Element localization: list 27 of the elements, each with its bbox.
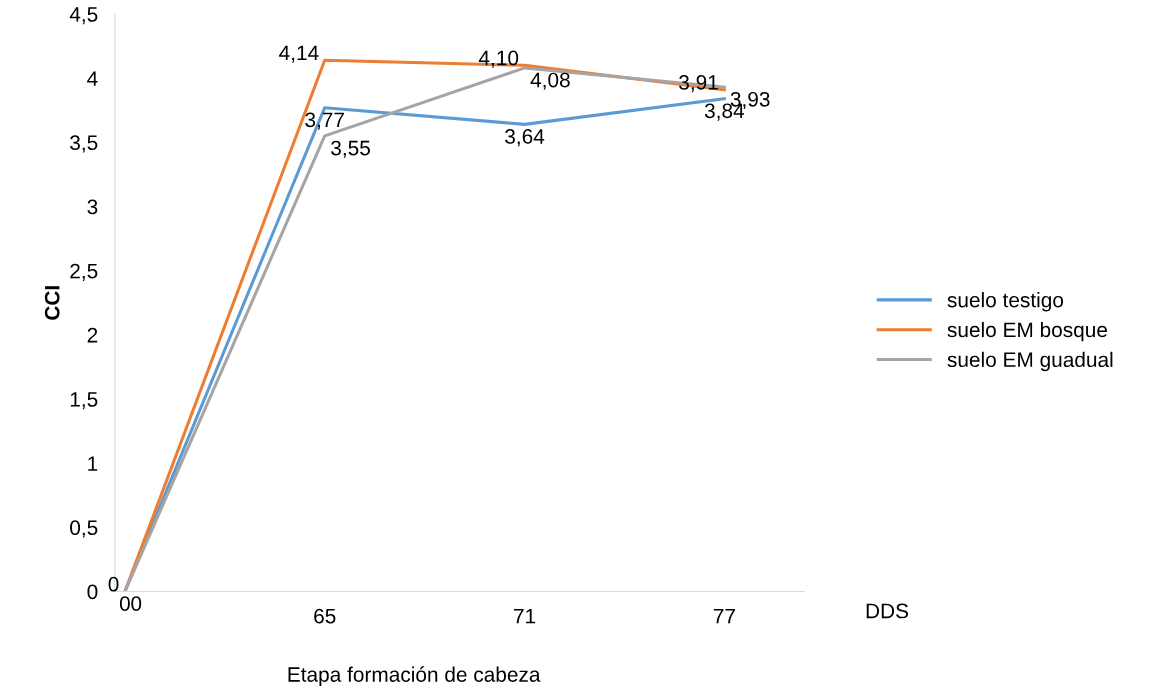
text: Etapa formación de cabeza [288,666,541,686]
y-tick-label: 4 [87,71,98,86]
x-tick-label: 65 [314,608,336,624]
y-tick-label: 3 [87,199,98,215]
legend-label: suelo EM guadual [947,351,1113,372]
x-tick-label: 77 [713,608,735,624]
data-label: 3,64 [505,129,545,147]
y-tick-label: 4,5 [69,7,98,25]
y-tick-label: 1,5 [70,392,98,410]
y-axis-title: CCI [44,286,60,320]
data-label: 3,55 [331,140,370,158]
y-tick-label: 1 [88,456,98,471]
x-axis-title: DDS [866,603,909,619]
data-label: 4,14 [279,45,319,63]
y-tick-label: 2,5 [70,263,98,281]
data-label: 0 [108,576,119,592]
y-tick-label: 2 [87,327,98,343]
data-label: 0 [131,596,142,611]
legend-label: suelo testigo [947,292,1064,312]
data-label: 4,08 [530,72,570,90]
y-tick-label: 3,5 [70,135,98,153]
data-label: 3,91 [679,75,718,93]
y-tick-label: 0 [87,584,98,600]
data-label: 0 [119,596,130,611]
x-tick-label: 71 [514,608,536,624]
y-tick-label: 0,5 [70,520,98,538]
legend-label: suelo EM bosque [947,321,1108,342]
